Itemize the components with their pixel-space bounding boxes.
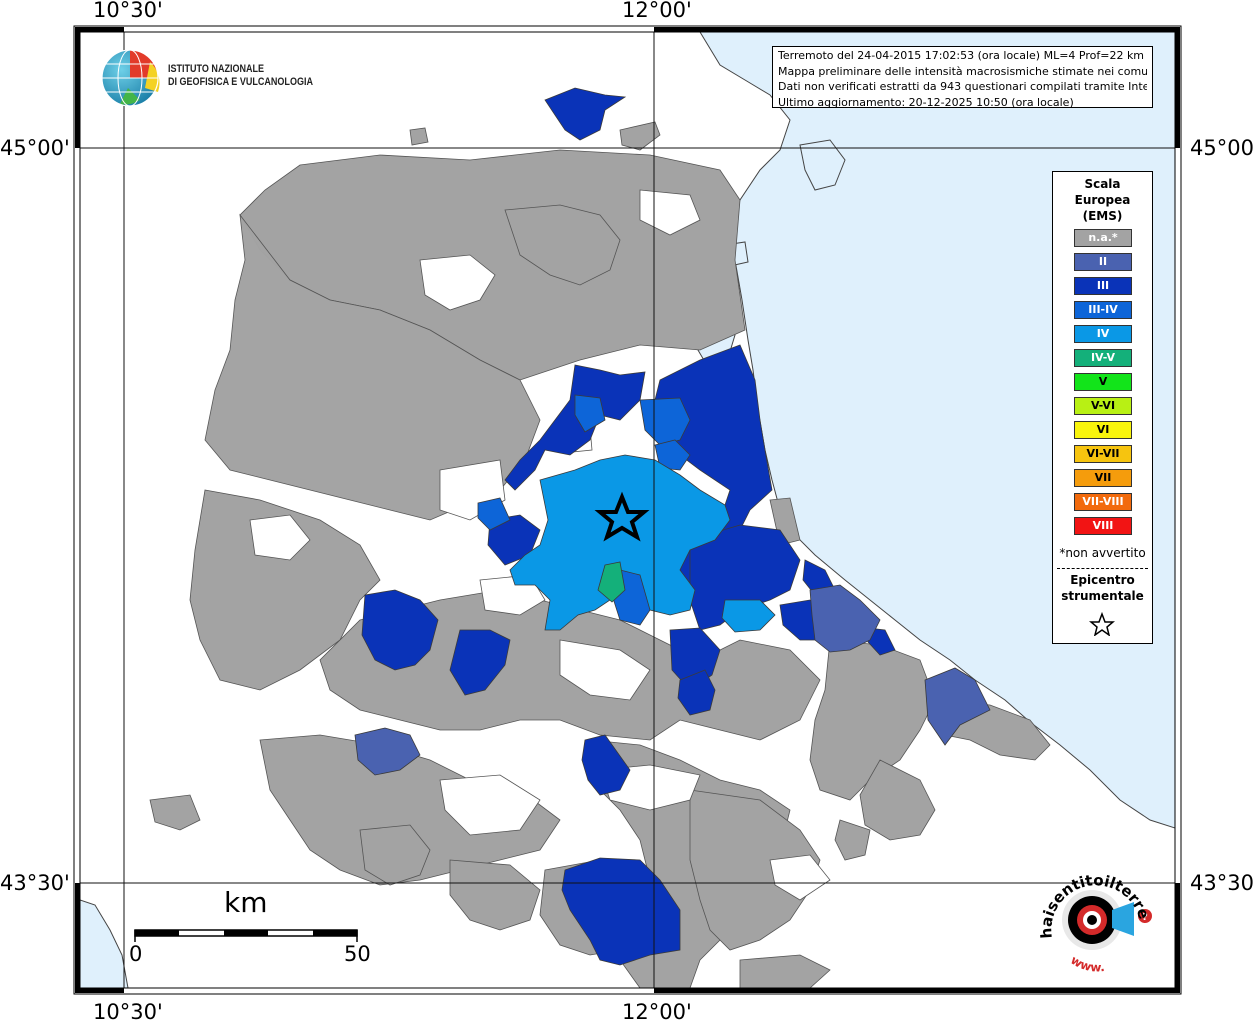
scale-bar (134, 929, 358, 942)
legend-item-11: VII-VIII (1074, 493, 1132, 511)
legend-epicenter-line2: strumentale (1061, 589, 1144, 603)
tyrrhenian-sea (80, 899, 129, 988)
legend-item-1: II (1074, 253, 1132, 271)
legend-title: Scala Europea (EMS) (1053, 176, 1152, 224)
haisentito-www: www. (1068, 953, 1105, 975)
epicenter-star (594, 491, 650, 542)
event-info-line4: Ultimo aggiornamento: 20-12-2025 10:50 (… (778, 95, 1074, 109)
legend-epicenter-label: Epicentro strumentale (1053, 572, 1152, 604)
legend-item-8: VI (1074, 421, 1132, 439)
lat-label-right-top: 45°00' (1190, 136, 1255, 160)
legend-item-5: IV-V (1074, 349, 1132, 367)
legend-item-3: III-IV (1074, 301, 1132, 319)
event-info-box: Terremoto del 24-04-2015 17:02:53 (ora l… (772, 46, 1153, 109)
legend-epicenter-line1: Epicentro (1070, 573, 1135, 587)
scale-bar-max: 50 (344, 942, 371, 966)
lon-label-bottom-left: 10°30' (93, 1000, 163, 1024)
event-info-line3: Dati non verificati estratti da 943 ques… (778, 80, 1147, 93)
legend-item-10: VII (1074, 469, 1132, 487)
event-info-line2: Mappa preliminare delle intensità macros… (778, 64, 1147, 78)
ingv-name: ISTITUTO NAZIONALE DI GEOFISICA E VULCAN… (168, 63, 313, 89)
scale-bar-unit: km (224, 886, 268, 919)
lat-label-left-bottom: 43°30' (0, 871, 70, 895)
legend-title-line3: (EMS) (1082, 209, 1123, 223)
lon-label-top-right: 12°00' (622, 0, 692, 22)
legend-divider (1057, 568, 1148, 569)
lon-label-top-left: 10°30' (93, 0, 163, 22)
ingv-name-line2: DI GEOFISICA E VULCANOLOGIA (168, 76, 313, 88)
legend-item-7: V-VI (1074, 397, 1132, 415)
legend-title-line1: Scala (1084, 177, 1121, 191)
svg-text:www.: www. (1068, 953, 1105, 975)
scale-bar-min: 0 (129, 942, 143, 966)
ingv-logo (101, 49, 160, 107)
map-border (73, 25, 1182, 995)
legend-item-6: V (1074, 373, 1132, 391)
legend-item-4: IV (1074, 325, 1132, 343)
legend-not-felt-note: *non avvertito (1059, 546, 1146, 560)
event-info-line1: Terremoto del 24-04-2015 17:02:53 (ora l… (778, 49, 1145, 62)
lat-label-right-bottom: 43°30' (1190, 871, 1255, 895)
legend-item-2: III (1074, 277, 1132, 295)
legend-item-9: VI-VII (1074, 445, 1132, 463)
ingv-name-line1: ISTITUTO NAZIONALE (168, 63, 265, 75)
haisentito-logo: ? haisentitoilterremoto.it www. (1030, 858, 1153, 975)
legend-item-12: VIII (1074, 517, 1132, 535)
graticule (80, 32, 1175, 988)
lat-label-left-top: 45°00' (0, 136, 70, 160)
legend-title-line2: Europea (1074, 193, 1131, 207)
svg-text:?: ? (1142, 912, 1148, 923)
legend-item-0: n.a.* (1074, 229, 1132, 247)
municipalities-felt (354, 87, 991, 966)
lon-label-bottom-right: 12°00' (622, 1000, 692, 1024)
ems-legend: Scala Europea (EMS) n.a.* II III III-IV IV IV… (1052, 171, 1153, 644)
epicenter-star-icon (1089, 612, 1115, 636)
